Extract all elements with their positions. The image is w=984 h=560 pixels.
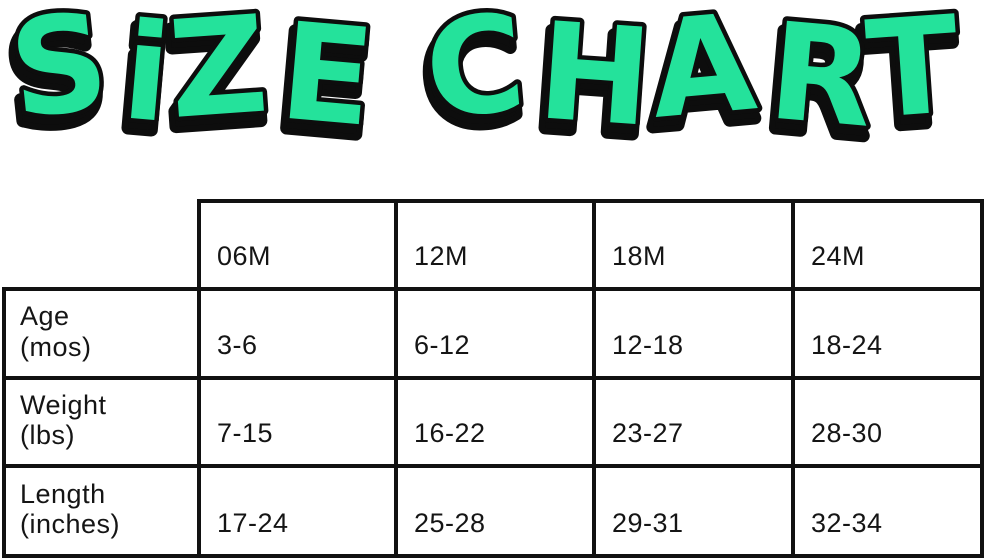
column-header-24m: 24M [791,199,984,291]
table-cell-age-18m: 12-18 [592,287,795,380]
row-label-length: Length (inches) [2,464,201,558]
size-chart-table: 06M 12M 18M 24M Age (mos) 3-6 6-12 12-18… [2,199,984,558]
column-header-18m: 18M [592,199,795,291]
row-label-length-line2: (inches) [20,509,121,539]
table-cell-length-12m: 25-28 [394,464,596,558]
page-title: SiZE CHART SiZE CHART [0,0,969,174]
row-label-weight: Weight (lbs) [2,376,201,468]
table-cell-weight-18m: 23-27 [592,376,795,468]
row-label-length-line1: Length [20,478,106,509]
column-header-06m: 06M [197,199,398,291]
page-title-text: SiZE CHART [3,0,964,158]
table-header-row: 06M 12M 18M 24M [4,199,984,291]
table-cell-weight-06m: 7-15 [197,376,398,468]
row-label-weight-line2: (lbs) [20,420,75,450]
table-row-length: Length (inches) 17-24 25-28 29-31 32-34 [2,464,984,558]
table-cell-length-18m: 29-31 [592,464,795,558]
page-title-shadow-text: SiZE CHART [0,0,961,168]
table-cell-age-24m: 18-24 [791,287,984,380]
row-label-age: Age (mos) [2,287,201,380]
table-cell-weight-12m: 16-22 [394,376,596,468]
table-cell-age-12m: 6-12 [394,287,596,380]
table-row-age: Age (mos) 3-6 6-12 12-18 18-24 [2,287,984,380]
corner-spacer-cell [4,201,199,289]
table-cell-weight-24m: 28-30 [791,376,984,468]
row-label-age-line1: Age [20,301,70,332]
table-row-weight: Weight (lbs) 7-15 16-22 23-27 28-30 [2,376,984,468]
table-cell-length-24m: 32-34 [791,464,984,558]
table-cell-length-06m: 17-24 [197,464,398,558]
row-label-age-line2: (mos) [20,331,92,362]
row-label-weight-line1: Weight [20,389,107,420]
column-header-12m: 12M [394,199,596,291]
table-cell-age-06m: 3-6 [197,287,398,380]
